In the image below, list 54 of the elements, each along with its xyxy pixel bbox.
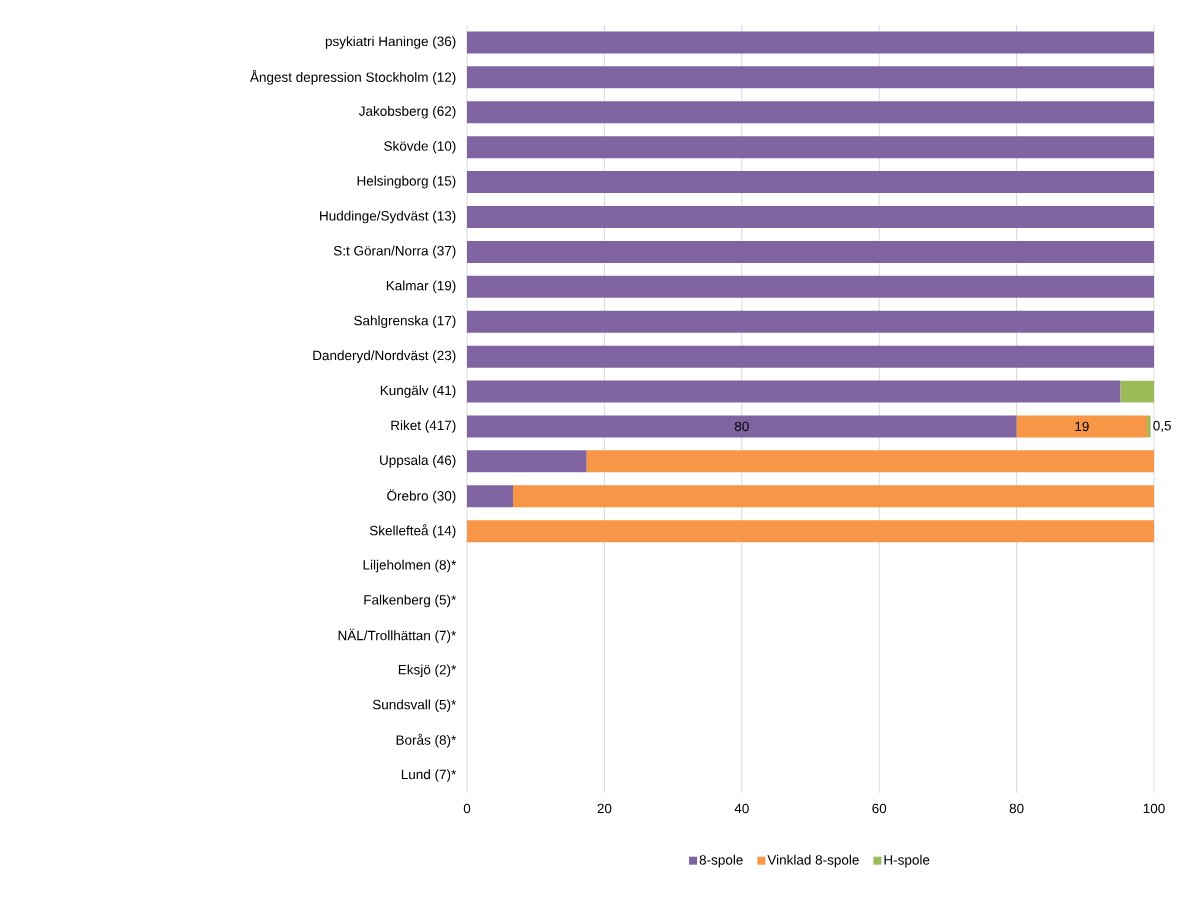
bar: [467, 171, 1154, 194]
bar: [513, 485, 1154, 508]
bar: [467, 240, 1154, 263]
y-tick-label: Liljeholmen (8)*: [363, 559, 457, 573]
y-tick-label: Sundsvall (5)*: [372, 699, 457, 713]
x-tick-label: 20: [597, 803, 612, 814]
bar: [467, 380, 1121, 403]
y-tick-label: Lund (7)*: [401, 769, 457, 782]
y-tick-label: Helsingborg (15): [357, 175, 456, 189]
bar: [467, 450, 587, 473]
y-tick-label: NÄL/Trollhättan (7)*: [338, 628, 457, 643]
y-tick-label: Eksjö (2)*: [398, 664, 457, 678]
x-tick-label: 0: [463, 803, 471, 814]
y-tick-label: Borås (8)*: [396, 733, 457, 748]
bar: [467, 345, 1154, 368]
data-label: 0,5: [1153, 420, 1171, 433]
bar: [467, 66, 1154, 89]
bar: [1016, 415, 1148, 438]
y-tick-label: Skellefteå (14): [369, 524, 456, 539]
data-label: 19: [1075, 421, 1089, 432]
y-tick-label: Jakobsberg (62): [358, 105, 456, 119]
bar: [467, 275, 1154, 298]
bar: [1147, 415, 1151, 438]
bar: [467, 206, 1154, 228]
bar: [467, 520, 1154, 543]
y-tick-label: Ångest depression Stockholm (12): [249, 70, 456, 85]
legend-label: Vinklad 8-spole: [767, 854, 859, 868]
y-tick-label: psykiatri Haninge (36): [325, 36, 456, 49]
x-tick-label: 100: [1143, 803, 1165, 814]
x-tick-label: 60: [872, 803, 887, 814]
y-tick-label: Skövde (10): [384, 140, 456, 154]
x-tick-label: 80: [1009, 803, 1024, 814]
y-tick-label: Huddinge/Sydväst (13): [320, 210, 456, 224]
y-tick-label: Kungälv (41): [380, 385, 456, 398]
y-tick-label: S:t Göran/Norra (37): [333, 245, 456, 259]
x-tick-label: 40: [734, 803, 749, 814]
bar: [467, 310, 1154, 333]
bar: [467, 31, 1154, 54]
y-tick-label: Örebro (30): [387, 489, 456, 504]
bar: [467, 485, 514, 508]
y-tick-label: Uppsala (46): [380, 455, 456, 468]
y-tick-label: Danderyd/Nordväst (23): [313, 350, 456, 363]
legend-label: 8-spole: [699, 854, 743, 868]
bar: [467, 136, 1154, 159]
data-label: 80: [734, 421, 749, 432]
y-tick-label: Falkenberg (5)*: [364, 594, 457, 608]
bar: [1120, 380, 1154, 403]
y-tick-label: Sahlgrenska (17): [354, 315, 456, 329]
bar: [467, 415, 1017, 438]
y-tick-label: Kalmar (19): [386, 280, 456, 294]
bar: [467, 101, 1154, 124]
bar: [586, 450, 1154, 473]
y-tick-label: Riket (417): [391, 420, 456, 433]
legend-label: H-spole: [884, 854, 930, 868]
